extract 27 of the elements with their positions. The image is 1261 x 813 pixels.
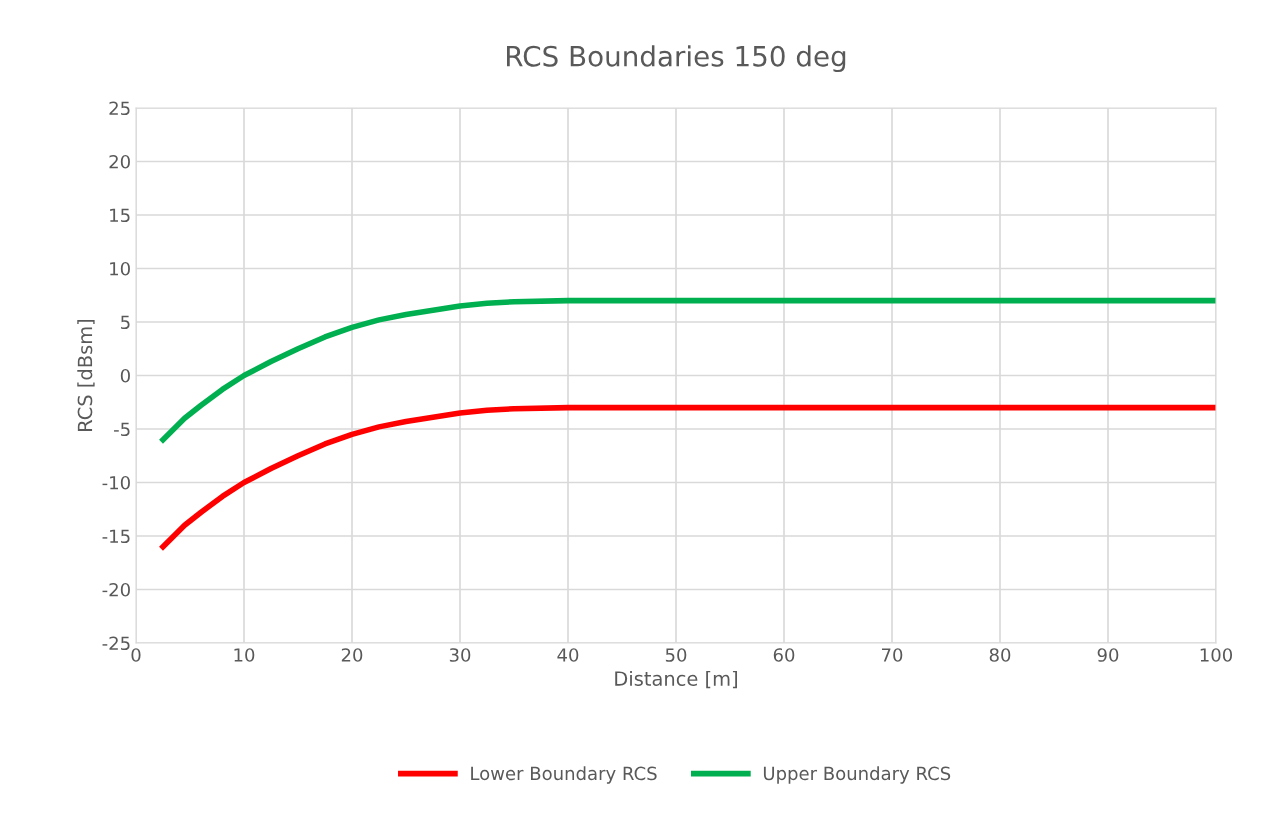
y-tick-label: 25 [109,101,130,116]
y-axis-title: RCS [dBsm] [77,319,95,431]
chart-title: RCS Boundaries 150 deg [507,45,846,73]
y-tick-label: -20 [102,582,130,597]
x-axis-title: Distance [m] [615,670,737,689]
y-tick-label: 15 [110,208,130,223]
y-tick-label: 10 [110,261,130,276]
y-tick-label: -15 [102,529,130,544]
y-tick-label: 5 [121,315,130,330]
legend-label: Upper Boundary RCS [763,766,951,784]
x-tick-label: 20 [341,648,363,662]
x-tick-label: 60 [773,648,795,662]
y-tick-label: -5 [114,422,130,437]
x-tick-label: 40 [557,648,579,662]
y-tick-label: 0 [120,368,130,383]
x-tick-label: 100 [1200,648,1233,662]
x-tick-label: 30 [449,648,471,662]
y-tick-label: -25 [102,636,130,651]
y-tick-label: 20 [109,154,130,169]
y-tick-label: -10 [102,475,130,490]
x-tick-label: 10 [234,648,255,662]
x-tick-label: 70 [881,648,903,662]
x-tick-label: 90 [1097,648,1119,662]
x-tick-label: 80 [989,648,1011,662]
x-tick-label: 50 [665,648,687,662]
x-tick-label: 0 [131,648,141,662]
legend-label: Lower Boundary RCS [471,766,657,784]
